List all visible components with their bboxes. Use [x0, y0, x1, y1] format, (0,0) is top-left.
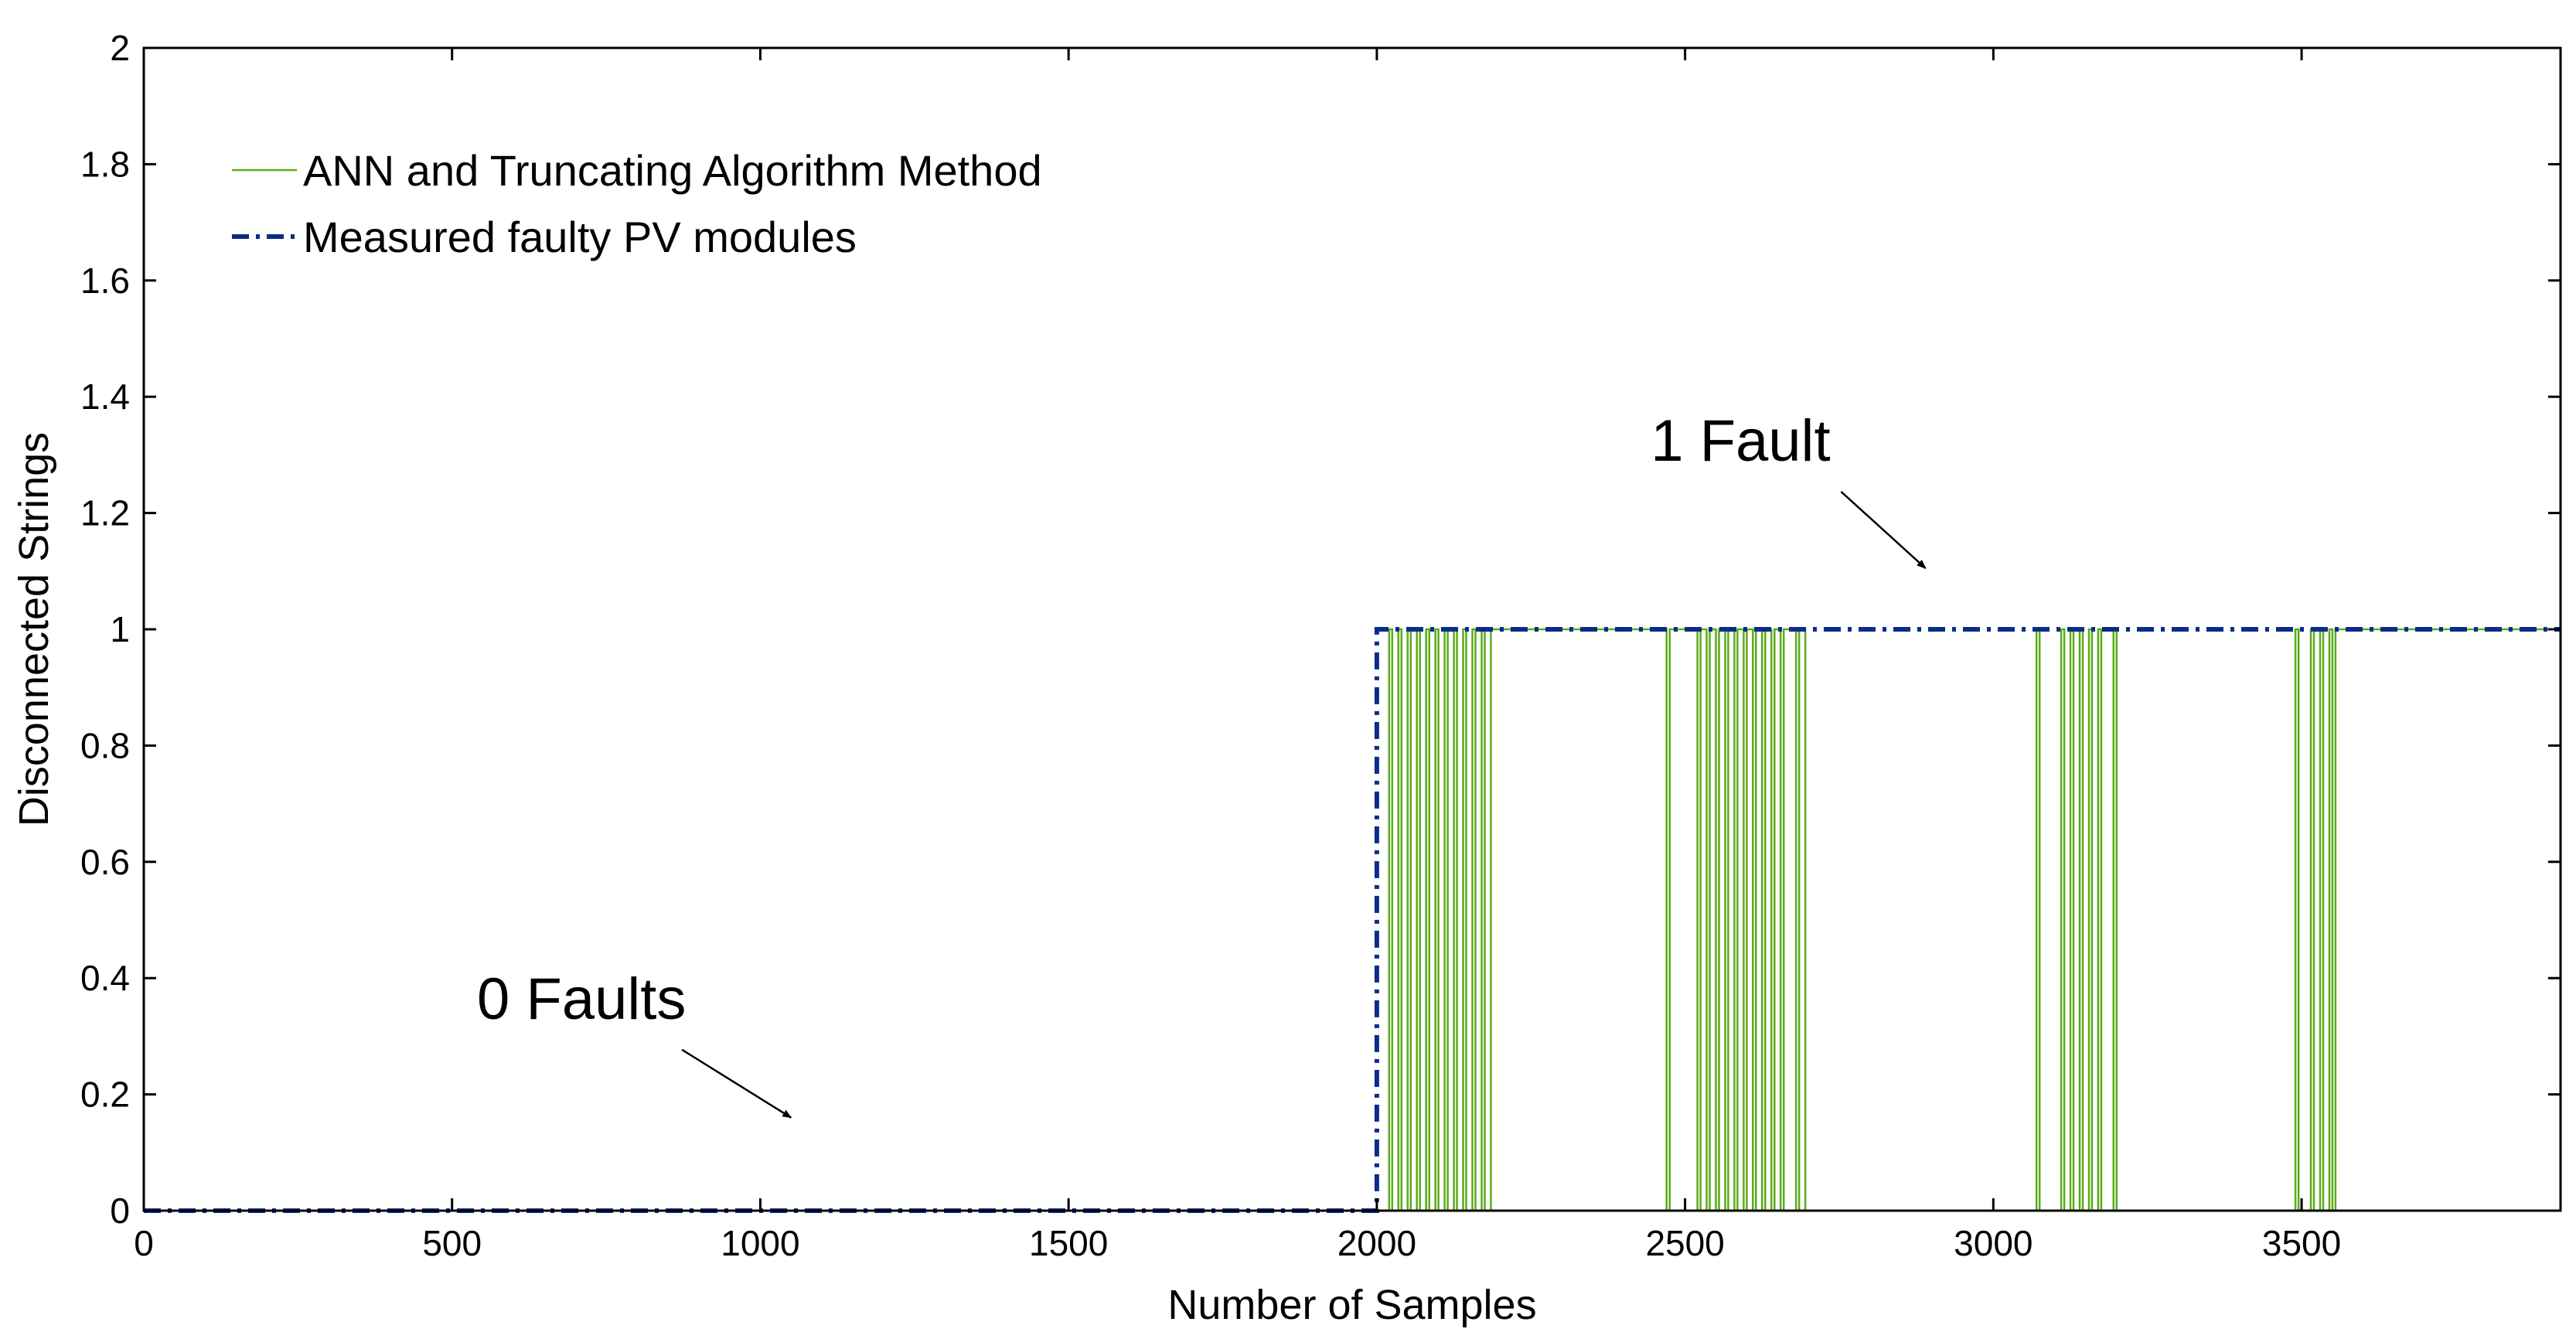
x-tick-label: 2500	[1645, 1223, 1724, 1263]
y-tick-label: 1.4	[80, 376, 130, 417]
x-tick-label: 3000	[1954, 1223, 2033, 1263]
x-tick-label: 1500	[1029, 1223, 1108, 1263]
y-tick-label: 0.2	[80, 1075, 130, 1115]
y-tick-label: 1.2	[80, 493, 130, 533]
y-tick-label: 0.8	[80, 725, 130, 765]
annotation-arrow	[1840, 490, 1927, 569]
y-tick-label: 0.4	[80, 958, 130, 998]
annotation-arrow	[681, 1048, 792, 1119]
y-tick-label: 1.8	[80, 144, 130, 184]
legend: ANN and Truncating Algorithm Method Measu…	[232, 146, 1042, 261]
y-tick-label: 0.6	[80, 842, 130, 882]
legend-label: Measured faulty PV modules	[303, 213, 857, 261]
y-tick-label: 0	[110, 1191, 130, 1231]
y-tick-label: 1	[110, 609, 130, 649]
annotation-label: 0 Faults	[477, 966, 686, 1032]
y-tick-label: 2	[110, 28, 130, 68]
x-axis-title: Number of Samples	[1167, 1282, 1536, 1328]
annotation-label: 1 Fault	[1651, 408, 1830, 474]
y-tick-label: 1.6	[80, 261, 130, 301]
legend-label: ANN and Truncating Algorithm Method	[303, 146, 1042, 195]
series-line-ann-method	[144, 628, 2561, 1212]
x-tick-label: 500	[422, 1223, 482, 1263]
x-tick-label: 3500	[2262, 1223, 2341, 1263]
y-axis-title: Disconnected Strings	[11, 432, 57, 826]
ticks-layer: 0 500 1000 1500 2000 2500 3000 3500 0 0.2 0.4 0.6 0.…	[80, 28, 2561, 1263]
x-tick-label: 1000	[721, 1223, 799, 1263]
x-tick-label: 2000	[1337, 1223, 1416, 1263]
x-tick-label: 0	[134, 1223, 154, 1263]
annotation-layer: 1 Fault 0 Faults	[477, 408, 1927, 1119]
